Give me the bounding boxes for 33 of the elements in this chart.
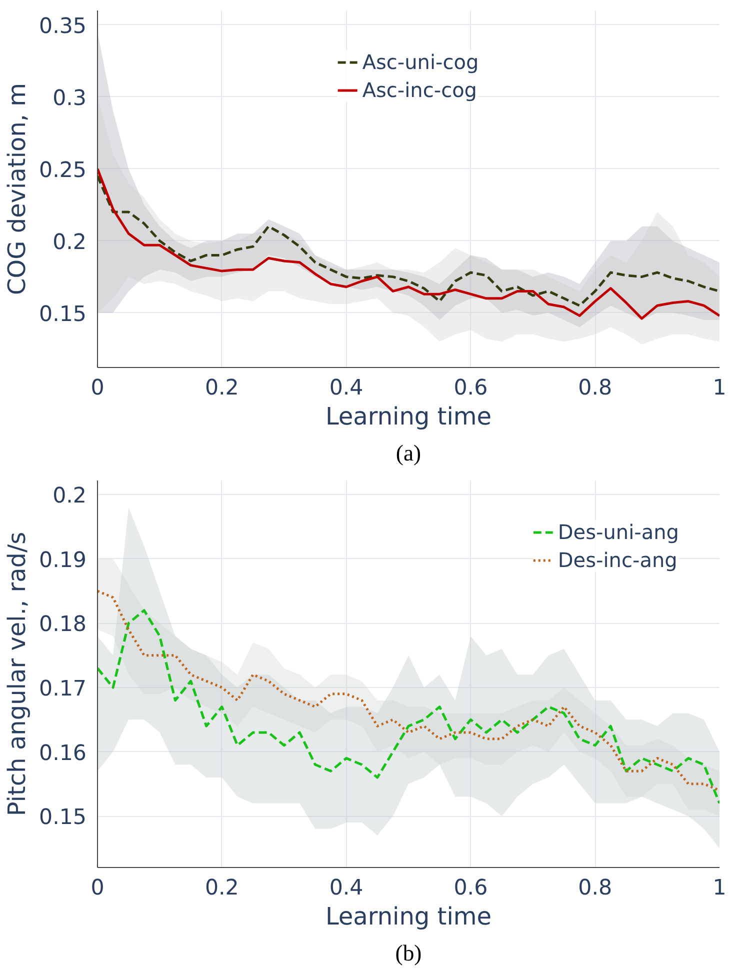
x-tick-label: 1 — [712, 876, 726, 900]
y-tick-label: 0.35 — [39, 14, 87, 39]
x-axis-title: Learning time — [325, 402, 492, 430]
x-tick-label: 0 — [90, 876, 104, 900]
y-tick-label: 0.17 — [39, 676, 87, 702]
x-tick-label: 0.2 — [204, 876, 239, 900]
y-tick-label: 0.16 — [39, 740, 87, 766]
y-tick-label: 0.15 — [39, 805, 87, 830]
x-tick-label: 0 — [90, 376, 104, 400]
legend-label: Asc-uni-cog — [362, 50, 479, 74]
legend-label: Des-uni-ang — [558, 520, 679, 544]
x-tick-label: 0.8 — [578, 376, 612, 400]
x-tick-label: 0.4 — [329, 376, 364, 400]
x-tick-label: 0.2 — [204, 376, 239, 400]
y-tick-label: 0.25 — [39, 158, 87, 183]
y-tick-label: 0.19 — [39, 548, 87, 573]
y-tick-label: 0.15 — [39, 302, 87, 327]
y-tick-label: 0.18 — [39, 612, 87, 638]
y-axis-title: COG deviation, m — [3, 82, 32, 296]
x-tick-label: 0.6 — [454, 876, 488, 900]
y-tick-label: 0.2 — [52, 484, 87, 509]
y-axis-title: Pitch angular vel., rad/s — [3, 532, 32, 816]
x-tick-label: 0.4 — [329, 876, 364, 900]
x-axis-title: Learning time — [325, 902, 492, 930]
y-tick-label: 0.3 — [52, 86, 87, 111]
text: (b) — [395, 940, 422, 966]
y-tick-label: 0.2 — [52, 230, 87, 255]
legend-label: Des-inc-ang — [558, 548, 678, 572]
x-tick-label: 1 — [712, 376, 726, 400]
legend-label: Asc-inc-cog — [362, 78, 477, 102]
text: (a) — [396, 440, 422, 466]
x-tick-label: 0.8 — [578, 876, 612, 900]
x-tick-label: 0.6 — [454, 376, 488, 400]
